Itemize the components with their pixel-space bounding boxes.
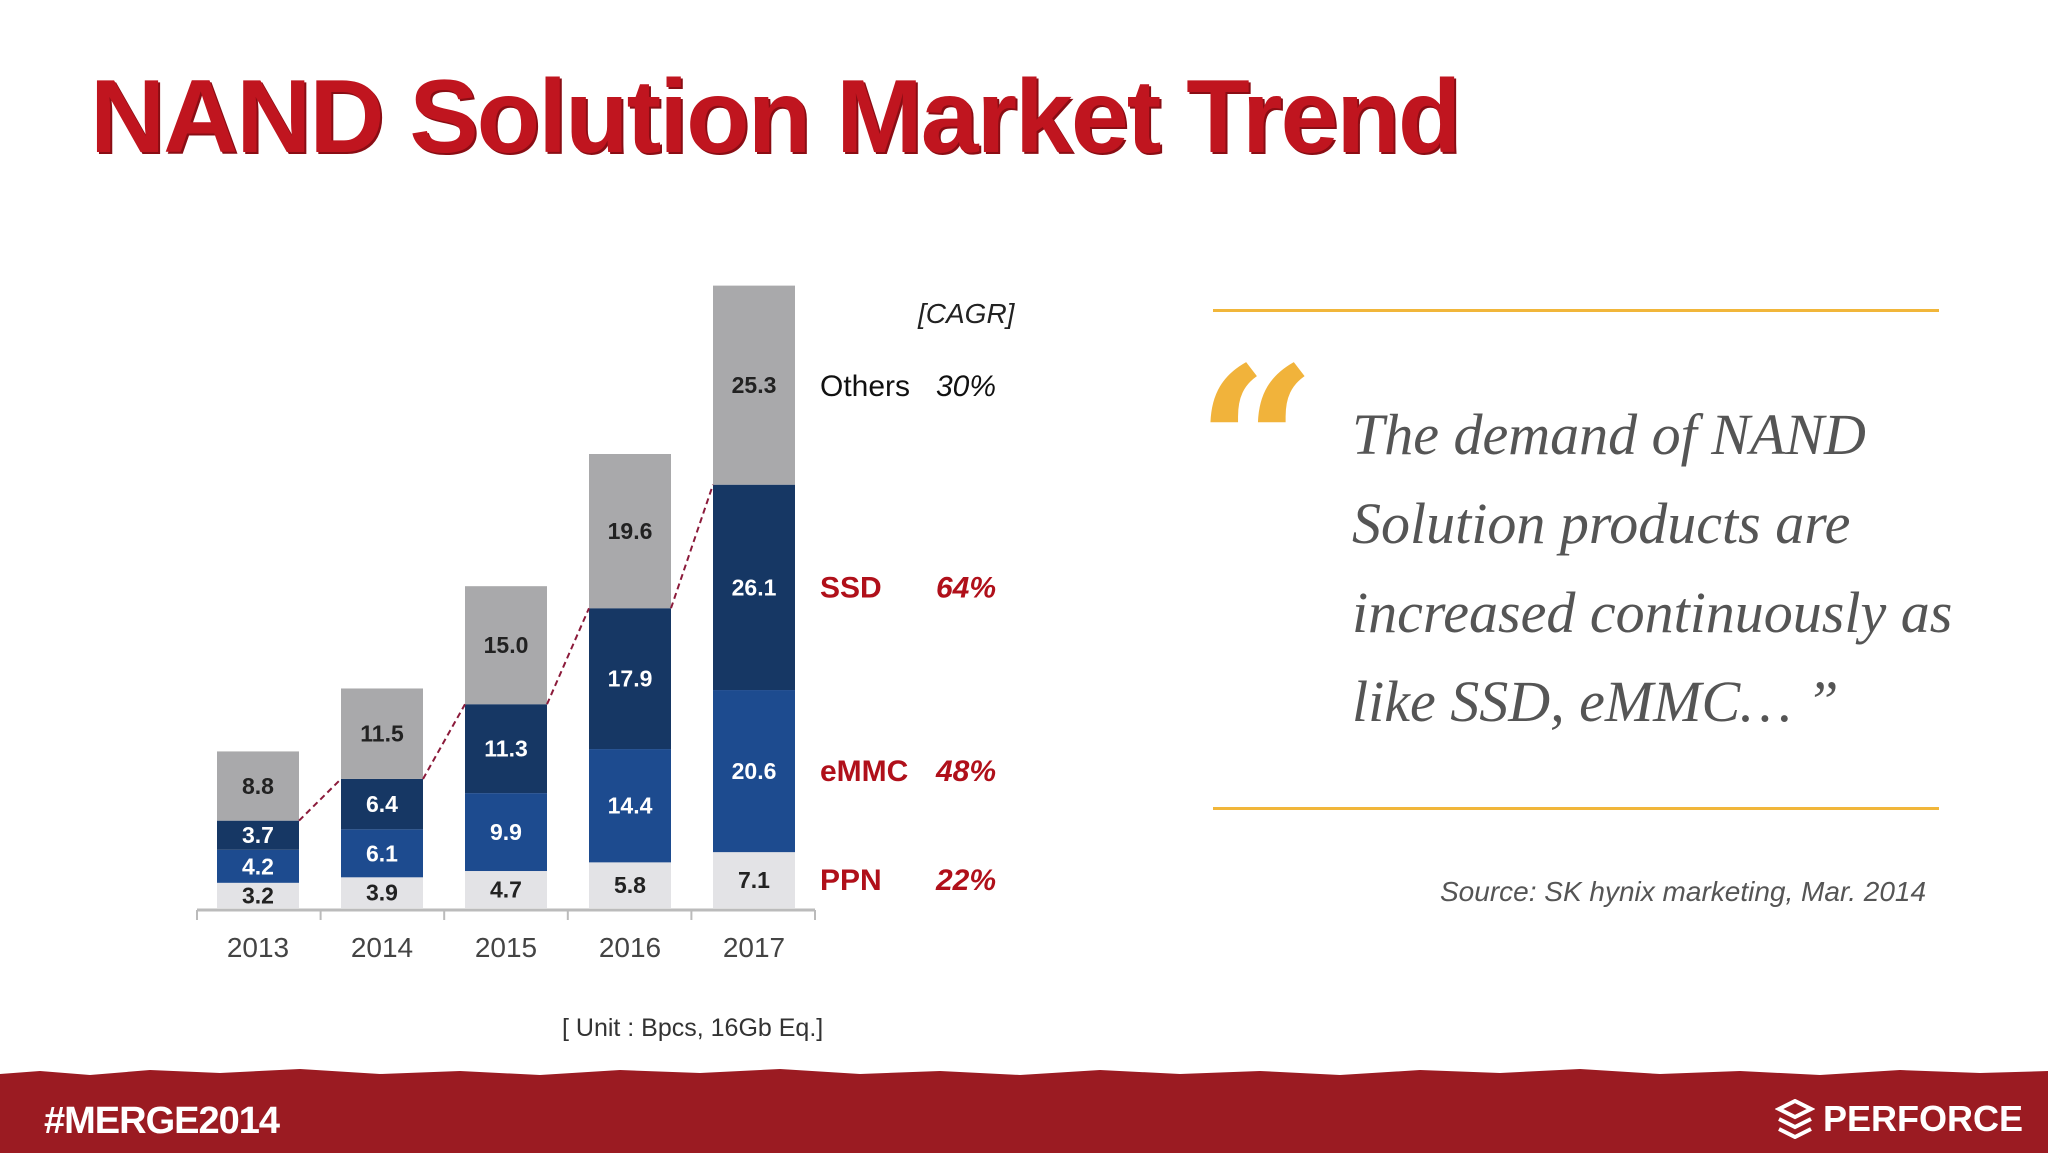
data-label-ssd-2015: 11.3 [484, 736, 528, 762]
legend-name-others: Others [820, 370, 910, 403]
ssd-trend-line [670, 484, 714, 609]
brand-logo: PERFORCE [1775, 1098, 2023, 1140]
quote-bottom-rule [1213, 807, 1939, 810]
bar-ssd-2014 [341, 778, 423, 830]
ssd-trend-line [546, 607, 590, 705]
data-label-ppn-2016: 5.8 [614, 872, 646, 898]
data-label-ssd-2016: 17.9 [608, 666, 653, 692]
ssd-trend-line [422, 703, 466, 780]
x-tick-label-2017: 2017 [723, 932, 785, 963]
data-label-emmc-2014: 6.1 [366, 840, 398, 866]
bar-ssd-2013 [217, 820, 299, 850]
data-label-others-2016: 19.6 [608, 518, 653, 544]
data-label-emmc-2013: 4.2 [242, 853, 274, 879]
legend-cagr-ppn: 22% [935, 864, 996, 897]
quote-top-rule [1213, 309, 1939, 312]
data-label-ppn-2017: 7.1 [738, 867, 770, 893]
event-hashtag: #MERGE2014 [44, 1100, 280, 1142]
data-label-ppn-2014: 3.9 [366, 880, 398, 906]
slide-title: NAND Solution Market Trend [90, 59, 1461, 175]
footer-torn-edge [0, 1069, 2048, 1082]
bar-others-2014 [341, 688, 423, 779]
x-tick-label-2015: 2015 [475, 932, 537, 963]
bar-others-2015 [465, 586, 547, 705]
unit-note: [ Unit : Bpcs, 16Gb Eq.] [562, 1014, 824, 1042]
bar-ssd-2017 [713, 484, 795, 691]
bar-ssd-2016 [589, 608, 671, 750]
data-label-ssd-2014: 6.4 [366, 791, 398, 817]
bar-ppn-2017 [713, 852, 795, 908]
source-citation: Source: SK hynix marketing, Mar. 2014 [1440, 876, 1927, 907]
quote-mark-icon: “ [1196, 321, 1317, 568]
bar-emmc-2013 [217, 849, 299, 883]
legend-cagr-others: 30% [936, 370, 996, 403]
bar-emmc-2014 [341, 829, 423, 878]
bar-emmc-2015 [465, 793, 547, 872]
perforce-logo-icon [1775, 1099, 1815, 1139]
legend-name-ppn: PPN [820, 864, 882, 897]
data-label-others-2017: 25.3 [732, 372, 777, 398]
bar-ppn-2013 [217, 882, 299, 908]
cagr-header: [CAGR] [918, 298, 1015, 329]
bar-ppn-2016 [589, 862, 671, 908]
data-label-others-2013: 8.8 [242, 773, 274, 799]
bar-emmc-2016 [589, 749, 671, 863]
brand-name: PERFORCE [1823, 1098, 2024, 1139]
chart-legend: PPN 22% eMMC 48% SSD 64% Others 30% [820, 370, 996, 897]
data-label-ppn-2015: 4.7 [490, 877, 522, 903]
x-axis: 2013 2014 2015 2016 2017 [196, 908, 816, 963]
bar-ppn-2015 [465, 871, 547, 908]
data-label-emmc-2017: 20.6 [732, 758, 777, 784]
legend-cagr-emmc: 48% [935, 755, 996, 788]
data-label-others-2014: 11.5 [360, 721, 404, 747]
bar-emmc-2017 [713, 690, 795, 853]
bar-group: 3.2 4.2 3.7 8.8 3.9 6.1 6.4 11.5 4.7 9.9 11.3 15.0 5… [217, 285, 795, 908]
x-tick-label-2013: 2013 [227, 932, 289, 963]
legend-cagr-ssd: 64% [936, 571, 996, 604]
ssd-trend-line [298, 778, 342, 822]
legend-name-ssd: SSD [820, 571, 882, 604]
bar-others-2016 [589, 454, 671, 609]
quote-text: The demand of NAND Solution products are… [1352, 402, 1953, 734]
bar-ppn-2014 [341, 877, 423, 908]
bar-others-2013 [217, 751, 299, 821]
footer-bar [0, 1080, 2048, 1153]
data-label-emmc-2016: 14.4 [608, 793, 653, 819]
data-label-ppn-2013: 3.2 [242, 882, 274, 908]
data-label-emmc-2015: 9.9 [490, 819, 522, 845]
data-label-ssd-2013: 3.7 [242, 822, 274, 848]
data-label-ssd-2017: 26.1 [732, 574, 777, 600]
x-tick-label-2016: 2016 [599, 932, 661, 963]
bar-ssd-2015 [465, 704, 547, 794]
data-label-others-2015: 15.0 [484, 632, 529, 658]
bar-others-2017 [713, 285, 795, 485]
legend-name-emmc: eMMC [820, 755, 908, 788]
x-tick-label-2014: 2014 [351, 932, 413, 963]
